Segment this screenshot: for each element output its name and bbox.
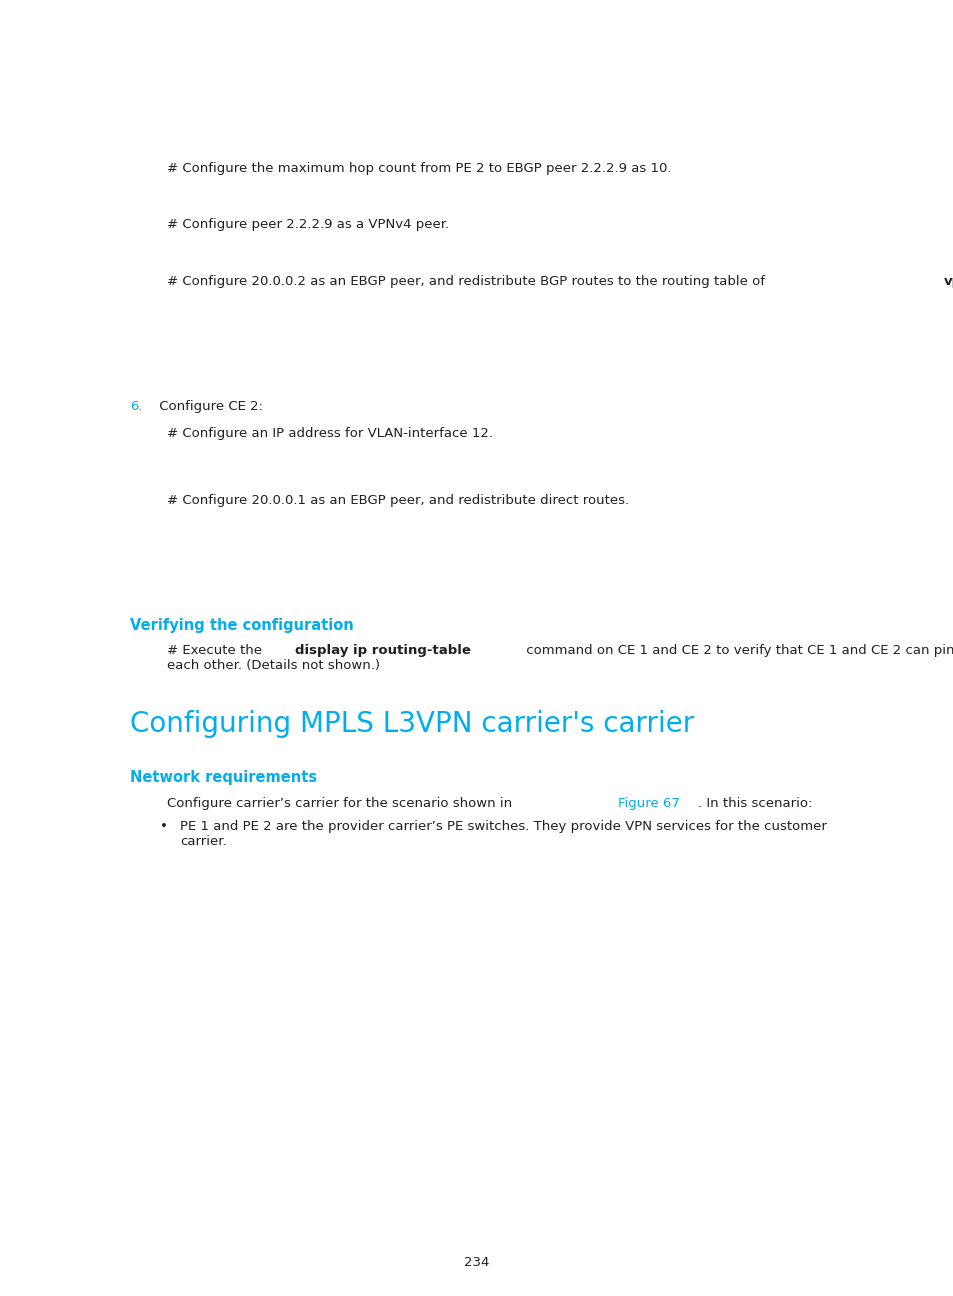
Text: # Execute the: # Execute the — [167, 644, 266, 657]
Text: •: • — [160, 820, 168, 833]
Text: # Configure 20.0.0.1 as an EBGP peer, and redistribute direct routes.: # Configure 20.0.0.1 as an EBGP peer, an… — [167, 494, 628, 507]
Text: Figure 67: Figure 67 — [618, 797, 679, 810]
Text: Network requirements: Network requirements — [130, 770, 316, 785]
Text: Configuring MPLS L3VPN carrier's carrier: Configuring MPLS L3VPN carrier's carrier — [130, 710, 694, 737]
Text: PE 1 and PE 2 are the provider carrier’s PE switches. They provide VPN services : PE 1 and PE 2 are the provider carrier’s… — [180, 820, 826, 833]
Text: carrier.: carrier. — [180, 835, 227, 848]
Text: vpn1: vpn1 — [943, 275, 953, 288]
Text: Verifying the configuration: Verifying the configuration — [130, 618, 354, 632]
Text: # Configure an IP address for VLAN-interface 12.: # Configure an IP address for VLAN-inter… — [167, 426, 493, 441]
Text: Configure CE 2:: Configure CE 2: — [146, 400, 263, 413]
Text: Configure carrier’s carrier for the scenario shown in: Configure carrier’s carrier for the scen… — [167, 797, 516, 810]
Text: 234: 234 — [464, 1256, 489, 1269]
Text: # Configure the maximum hop count from PE 2 to EBGP peer 2.2.2.9 as 10.: # Configure the maximum hop count from P… — [167, 162, 671, 175]
Text: 6.: 6. — [130, 400, 142, 413]
Text: command on CE 1 and CE 2 to verify that CE 1 and CE 2 can ping: command on CE 1 and CE 2 to verify that … — [521, 644, 953, 657]
Text: each other. (Details not shown.): each other. (Details not shown.) — [167, 658, 379, 673]
Text: # Configure 20.0.0.2 as an EBGP peer, and redistribute BGP routes to the routing: # Configure 20.0.0.2 as an EBGP peer, an… — [167, 275, 768, 288]
Text: # Configure peer 2.2.2.9 as a VPNv4 peer.: # Configure peer 2.2.2.9 as a VPNv4 peer… — [167, 218, 449, 231]
Text: display ip routing-table: display ip routing-table — [294, 644, 471, 657]
Text: . In this scenario:: . In this scenario: — [697, 797, 811, 810]
